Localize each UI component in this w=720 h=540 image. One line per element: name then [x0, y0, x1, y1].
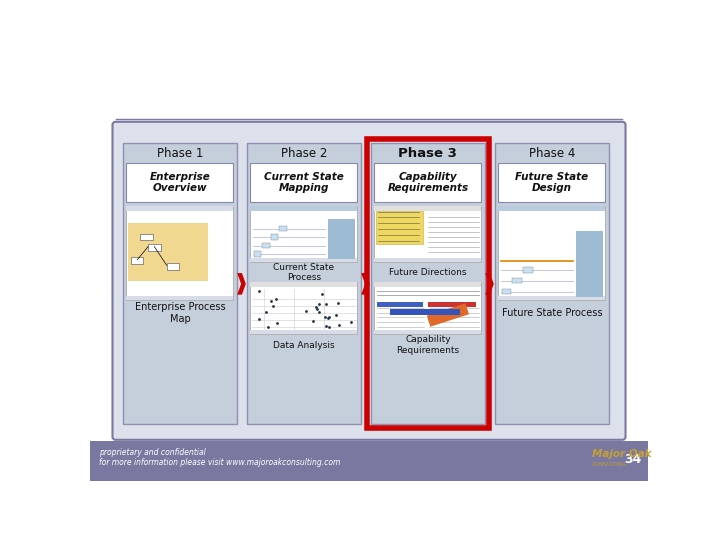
- Bar: [167, 262, 179, 269]
- Bar: [128, 222, 208, 281]
- Bar: [251, 258, 357, 262]
- Bar: [498, 206, 606, 211]
- Bar: [377, 302, 423, 307]
- Bar: [122, 143, 238, 424]
- Bar: [366, 139, 489, 428]
- Bar: [253, 251, 261, 256]
- Polygon shape: [485, 273, 494, 295]
- Bar: [140, 233, 153, 240]
- Text: Phase 4: Phase 4: [528, 147, 575, 160]
- Text: Future State
Design: Future State Design: [516, 172, 588, 193]
- Bar: [251, 206, 357, 211]
- Bar: [390, 309, 460, 315]
- Text: Capability
Requirements: Capability Requirements: [396, 335, 459, 355]
- Text: Current State
Process: Current State Process: [274, 263, 335, 282]
- Bar: [374, 206, 482, 211]
- Bar: [127, 206, 233, 300]
- Text: Phase 1: Phase 1: [157, 147, 203, 160]
- Text: Capability
Requirements: Capability Requirements: [387, 172, 469, 193]
- Text: 34: 34: [624, 453, 642, 465]
- Text: for more information please visit www.majoroakconsulting.com: for more information please visit www.ma…: [99, 458, 341, 468]
- Bar: [246, 143, 361, 424]
- Bar: [577, 231, 603, 296]
- Bar: [374, 282, 482, 287]
- Polygon shape: [361, 273, 370, 295]
- Text: Future Directions: Future Directions: [389, 268, 467, 277]
- Bar: [262, 242, 270, 248]
- Bar: [127, 296, 233, 300]
- Bar: [148, 244, 161, 251]
- Bar: [428, 302, 476, 307]
- Text: Data Analysis: Data Analysis: [273, 341, 335, 349]
- Text: proprietary and confidential: proprietary and confidential: [99, 448, 206, 457]
- Bar: [376, 211, 423, 244]
- Text: Phase 3: Phase 3: [398, 147, 457, 160]
- Bar: [502, 289, 510, 294]
- Bar: [251, 164, 357, 202]
- Bar: [523, 267, 533, 273]
- Bar: [495, 143, 609, 424]
- Bar: [374, 206, 482, 262]
- Bar: [90, 441, 648, 481]
- Bar: [271, 234, 279, 240]
- Bar: [279, 226, 287, 231]
- Bar: [251, 206, 357, 262]
- Text: CONSULTING: CONSULTING: [593, 462, 627, 467]
- Text: Current State
Mapping: Current State Mapping: [264, 172, 343, 193]
- Polygon shape: [238, 273, 246, 295]
- Bar: [498, 164, 606, 202]
- Text: Phase 2: Phase 2: [281, 147, 327, 160]
- Bar: [374, 282, 482, 287]
- Bar: [131, 257, 143, 264]
- Bar: [251, 330, 357, 334]
- Bar: [251, 282, 357, 287]
- Text: Enterprise
Overview: Enterprise Overview: [150, 172, 210, 193]
- Bar: [127, 164, 233, 202]
- Bar: [513, 278, 522, 284]
- FancyBboxPatch shape: [112, 122, 626, 440]
- Bar: [374, 282, 482, 334]
- Bar: [251, 282, 357, 334]
- Bar: [371, 143, 485, 424]
- Text: Major Oak: Major Oak: [593, 449, 652, 460]
- Text: Future State Process: Future State Process: [502, 308, 602, 318]
- Bar: [374, 206, 482, 211]
- Bar: [498, 206, 606, 211]
- Bar: [374, 330, 482, 334]
- Polygon shape: [427, 303, 469, 327]
- Text: Enterprise Process
Map: Enterprise Process Map: [135, 302, 225, 323]
- Bar: [251, 282, 357, 287]
- Bar: [498, 296, 606, 300]
- Bar: [374, 258, 482, 262]
- Bar: [251, 206, 357, 211]
- Bar: [328, 219, 355, 259]
- Bar: [127, 206, 233, 211]
- Bar: [498, 206, 606, 300]
- Bar: [374, 164, 482, 202]
